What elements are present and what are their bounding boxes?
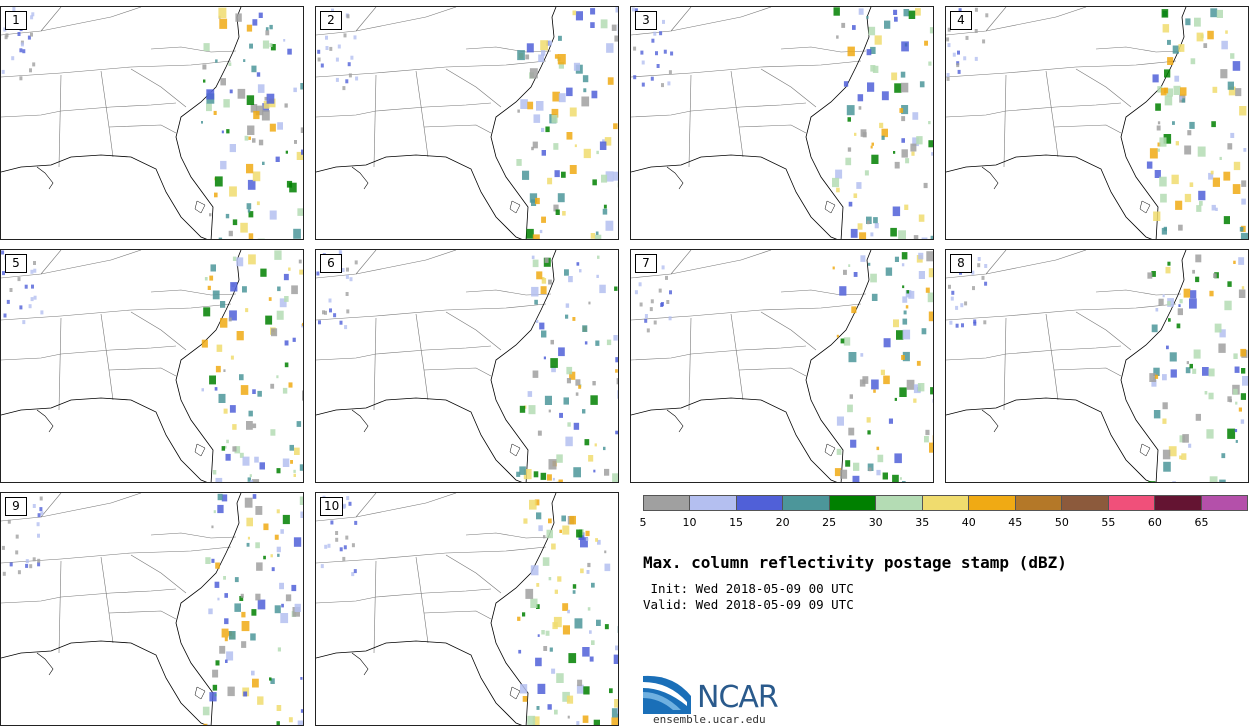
- colorbar-tick-label: 5: [639, 516, 647, 529]
- panel-label: 5: [5, 254, 27, 273]
- colorbar-swatch: [736, 496, 784, 510]
- map-icon: [1, 250, 303, 482]
- panel-label: 8: [950, 254, 972, 273]
- map-icon: [316, 7, 618, 239]
- colorbar: [643, 495, 1248, 511]
- panel-label: 3: [635, 11, 657, 30]
- colorbar-swatch: [1062, 496, 1109, 510]
- figure-title: Max. column reflectivity postage stamp (…: [643, 553, 1067, 572]
- colorbar-tick-label: 60: [1147, 516, 1162, 529]
- colorbar-tick-label: 40: [961, 516, 976, 529]
- panel-label: 2: [320, 11, 342, 30]
- member-panel-3: 3: [630, 6, 934, 240]
- map-icon: [1, 7, 303, 239]
- colorbar-tick-label: 30: [868, 516, 883, 529]
- colorbar-swatch: [829, 496, 877, 510]
- map-icon: [1, 493, 303, 725]
- member-panel-4: 4: [945, 6, 1249, 240]
- map-icon: [946, 7, 1248, 239]
- colorbar-tick-label: 45: [1008, 516, 1023, 529]
- panel-label: 7: [635, 254, 657, 273]
- colorbar-swatch: [644, 496, 691, 510]
- map-icon: [316, 250, 618, 482]
- member-panel-2: 2: [315, 6, 619, 240]
- colorbar-tick-label: 20: [775, 516, 790, 529]
- colorbar-swatch: [1201, 496, 1248, 510]
- colorbar-swatch: [969, 496, 1016, 510]
- map-icon: [631, 250, 933, 482]
- colorbar-swatch: [922, 496, 970, 510]
- panel-label: 10: [320, 497, 344, 516]
- colorbar-swatch: [1015, 496, 1063, 510]
- colorbar-swatch: [1155, 496, 1202, 510]
- colorbar-tick-label: 55: [1101, 516, 1116, 529]
- panel-label: 9: [5, 497, 27, 516]
- member-panel-6: 6: [315, 249, 619, 483]
- panel-label: 4: [950, 11, 972, 30]
- logo-url: ensemble.ucar.edu: [653, 713, 766, 726]
- init-time: Init: Wed 2018-05-09 00 UTC: [643, 581, 854, 596]
- member-panel-10: 10: [315, 492, 619, 726]
- map-icon: [631, 7, 933, 239]
- colorbar-tick-label: 15: [729, 516, 744, 529]
- member-panel-7: 7: [630, 249, 934, 483]
- member-panel-5: 5: [0, 249, 304, 483]
- panel-label: 1: [5, 11, 27, 30]
- colorbar-tick-label: 35: [915, 516, 930, 529]
- member-panel-9: 9: [0, 492, 304, 726]
- valid-time: Valid: Wed 2018-05-09 09 UTC: [643, 597, 854, 612]
- colorbar-tick-label: 50: [1054, 516, 1069, 529]
- colorbar-tick-label: 25: [822, 516, 837, 529]
- ncar-logo-icon: [643, 675, 691, 714]
- colorbar-swatch: [1108, 496, 1156, 510]
- map-icon: [316, 493, 618, 725]
- colorbar-swatch: [690, 496, 737, 510]
- colorbar-tick-label: 10: [682, 516, 697, 529]
- colorbar-swatch: [876, 496, 923, 510]
- map-icon: [946, 250, 1248, 482]
- member-panel-8: 8: [945, 249, 1249, 483]
- logo-text: NCAR: [697, 680, 779, 715]
- member-panel-1: 1: [0, 6, 304, 240]
- colorbar-tick-label: 65: [1194, 516, 1209, 529]
- colorbar-swatch: [783, 496, 830, 510]
- panel-label: 6: [320, 254, 342, 273]
